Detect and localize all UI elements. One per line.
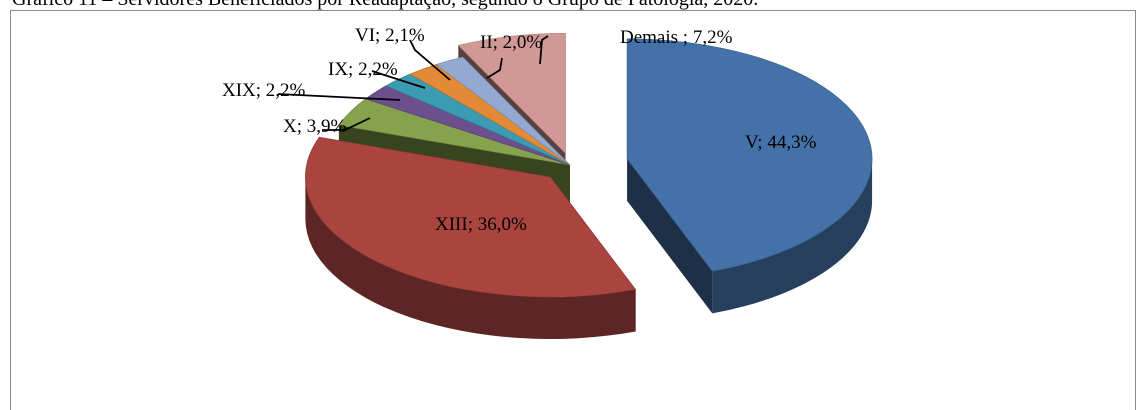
data-labels: V; 44,3% XIII; 36,0% X; 3,9% XIX; 2,2% IX; 2…	[222, 25, 817, 235]
pie-slice-xiii	[305, 136, 637, 298]
data-label-x: X; 3,9%	[283, 116, 347, 137]
leader-line-x	[322, 117, 371, 131]
pie-slice-ii	[435, 56, 571, 166]
data-label-xiii: XIII; 36,0%	[435, 214, 527, 235]
data-label-v: V; 44,3%	[745, 132, 817, 153]
data-label-vi: VI; 2,1%	[355, 25, 425, 46]
leader-line-ii	[486, 57, 503, 79]
leader-line-vi	[409, 39, 451, 81]
chart-frame	[10, 10, 1136, 410]
chart-caption: Gráfico 11 – Servidores Beneficiados por…	[12, 0, 1132, 12]
slice-rim-xiii-0	[305, 176, 636, 339]
leader-line-ix	[371, 70, 426, 89]
slice-rim-v-0	[712, 158, 873, 314]
leader-line-demais	[539, 35, 549, 65]
pie-tops	[305, 33, 873, 298]
data-label-xix: XIX; 2,2%	[222, 80, 306, 101]
leader-line-xix	[277, 93, 401, 101]
pie-slice-demais	[457, 33, 566, 155]
leader-lines	[277, 35, 549, 131]
data-label-ii: II; 2,0%	[480, 32, 542, 53]
data-label-ix: IX; 2,2%	[328, 59, 398, 80]
pie-slice-v	[626, 38, 873, 272]
data-label-demais: Demais ; 7,2%	[620, 27, 733, 48]
slice-side-v-1	[627, 158, 713, 314]
